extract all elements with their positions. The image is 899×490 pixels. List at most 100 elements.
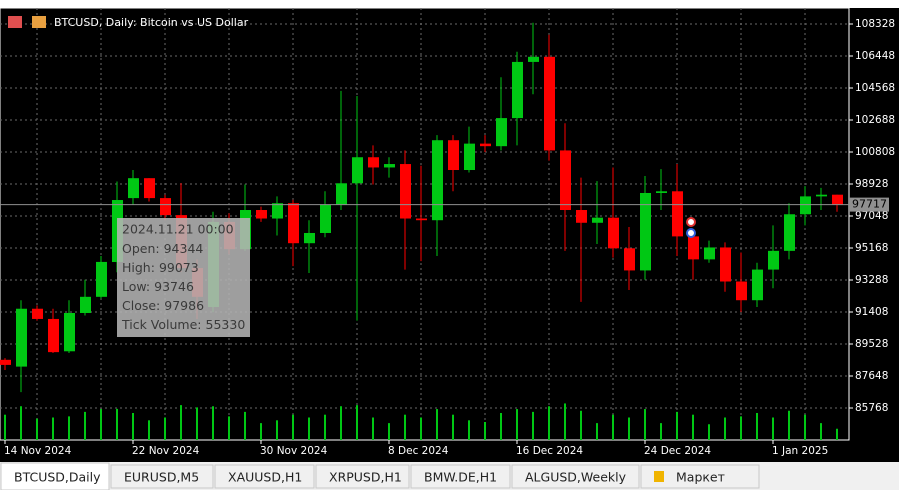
tooltip-value: 97986 <box>164 298 204 313</box>
tooltip-line: Low: 93746 <box>122 279 194 294</box>
y-tick-label: 89528 <box>855 338 888 350</box>
icon <box>32 16 46 28</box>
tooltip-line: Close: 97986 <box>122 298 204 313</box>
y-tick-label: 85768 <box>855 402 888 414</box>
candle-body <box>288 203 299 244</box>
candle-body <box>576 210 587 223</box>
candle-body <box>144 178 155 199</box>
candle-body <box>704 247 715 260</box>
tooltip-label: Open: <box>122 241 160 256</box>
y-tick-label: 97048 <box>855 210 888 222</box>
tab-label[interactable]: Маркет <box>676 470 725 485</box>
tab-label[interactable]: BMW.DE,H1 <box>424 470 497 485</box>
y-tick-label: 91408 <box>855 306 888 318</box>
y-tick-label: 106448 <box>855 50 895 62</box>
candle-body <box>432 140 443 221</box>
tooltip-label: High: <box>122 260 155 275</box>
y-tick-label: 87648 <box>855 370 888 382</box>
price-label-box <box>849 197 889 212</box>
tooltip-value: 94344 <box>164 241 204 256</box>
tabs: BTCUSD,Daily EURUSD,M5 XAUUSD,H1 XRPUSD,H1 B… <box>0 462 760 490</box>
candle-body <box>768 250 779 270</box>
tooltip-line: Open: 94344 <box>122 241 203 256</box>
tab[interactable] <box>110 464 214 489</box>
tooltip-value: 99073 <box>159 260 199 275</box>
tooltip-value: 55330 <box>206 317 246 332</box>
y-tick-label: 102688 <box>855 114 895 126</box>
candle-body <box>320 204 331 233</box>
candle-body <box>720 247 731 282</box>
tooltip-label: Close: <box>122 298 160 313</box>
candle-body <box>304 232 315 244</box>
y-tick-label: 100808 <box>855 146 895 158</box>
candle-body <box>80 296 91 313</box>
candle-body <box>96 261 107 297</box>
tooltip-time: 2024.11.21 00:00 <box>122 222 234 237</box>
marks: 97717 <box>0 22 889 440</box>
tooltip-line: Tick Volume: 55330 <box>121 317 245 332</box>
tab[interactable] <box>214 464 315 489</box>
y-tick-label: 108328 <box>855 18 895 30</box>
x-tick-label: 24 Dec 2024 <box>644 445 711 457</box>
chart-title: BTCUSD, Daily: Bitcoin vs US Dollar <box>54 16 249 29</box>
candle-body <box>608 217 619 249</box>
candle-body <box>416 218 427 221</box>
candle-body <box>736 281 747 301</box>
tab-label[interactable]: ALGUSD,Weekly <box>525 470 627 485</box>
candle-body <box>752 269 763 301</box>
candle-body <box>672 191 683 237</box>
candle-body <box>544 56 555 151</box>
tab-label[interactable]: BTCUSD,Daily <box>14 470 101 485</box>
y-tick-label: 93288 <box>855 274 888 286</box>
marker <box>686 217 696 227</box>
tab-label[interactable]: XAUUSD,H1 <box>228 470 302 485</box>
candle-body <box>688 236 699 260</box>
tooltip-label: Tick Volume: <box>121 317 202 332</box>
tab[interactable] <box>511 464 640 489</box>
marker <box>686 228 696 238</box>
tab-label[interactable]: EURUSD,M5 <box>124 470 199 485</box>
x-tick-label: 14 Nov 2024 <box>4 445 72 457</box>
tooltip-box <box>117 218 250 337</box>
tab[interactable] <box>410 464 511 489</box>
candle-body <box>128 178 139 199</box>
candle-body <box>272 203 283 219</box>
candle-body <box>336 183 347 205</box>
candle-body <box>528 56 539 62</box>
candle-body <box>0 359 11 365</box>
tooltip: 2024.11.21 00:00 Open: 94344 High: 99073 Low:… <box>117 218 250 337</box>
candle-body <box>496 118 507 147</box>
tooltip-label: Low: <box>122 279 150 294</box>
x-tick-label: 22 Nov 2024 <box>132 445 200 457</box>
candle-body <box>352 157 363 184</box>
icon <box>8 16 22 28</box>
candle-body <box>16 308 27 367</box>
candle-body <box>400 164 411 219</box>
candle-body <box>64 312 75 352</box>
candle-body <box>32 308 43 319</box>
x-tick-label: 8 Dec 2024 <box>388 445 449 457</box>
candle-body <box>656 191 667 193</box>
candle-body <box>560 150 571 211</box>
y-tick-label: 95168 <box>855 242 888 254</box>
candle-body <box>816 194 827 197</box>
candle-body <box>464 143 475 171</box>
candle-body <box>832 194 843 205</box>
tab[interactable] <box>315 464 410 489</box>
trade-markers <box>686 217 696 238</box>
tab[interactable] <box>640 464 760 489</box>
tab[interactable] <box>0 462 110 490</box>
y-tick-label: 98928 <box>855 178 888 190</box>
candle-body <box>800 196 811 215</box>
candle-body <box>256 210 267 219</box>
plot-frame <box>0 7 850 441</box>
top-strip <box>0 0 899 8</box>
tab-label[interactable]: XRPUSD,H1 <box>329 470 402 485</box>
price-label: 97717 <box>852 198 887 211</box>
y-tick-label: 104568 <box>855 82 895 94</box>
candle-body <box>512 61 523 119</box>
candle-body <box>384 164 395 168</box>
x-tick-label: 1 Jan 2025 <box>772 445 828 457</box>
candle-body <box>48 318 59 353</box>
